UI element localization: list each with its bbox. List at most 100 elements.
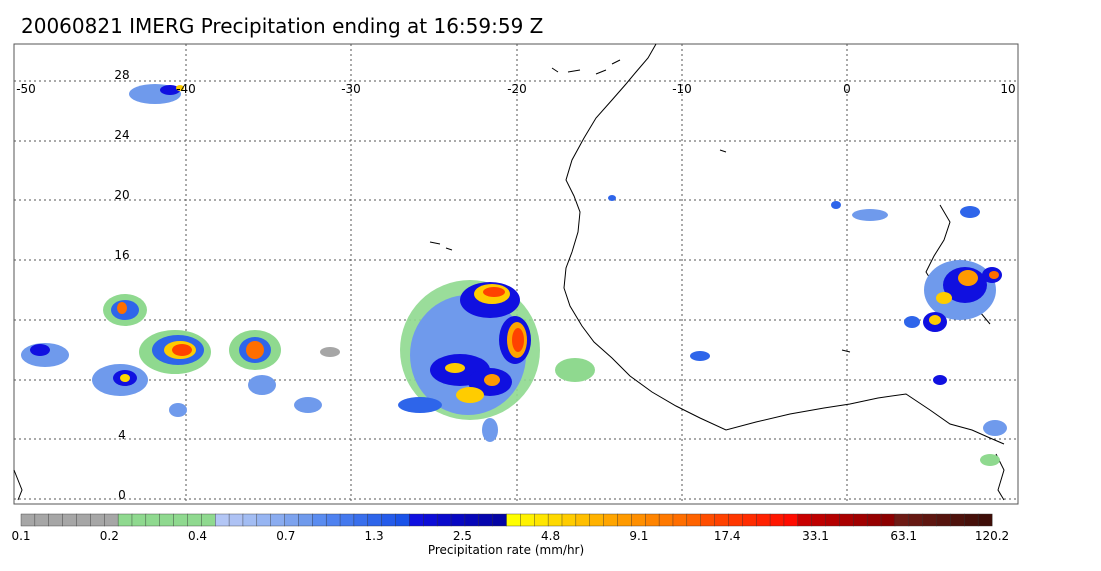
colorbar-swatch (187, 513, 202, 527)
map-title: 20060821 IMERG Precipitation ending at 1… (21, 14, 544, 38)
lat-tick-label: 28 (114, 68, 129, 82)
colorbar-swatch (242, 513, 258, 527)
colorbar-swatch (936, 513, 951, 527)
colorbar-swatch (90, 513, 105, 527)
colorbar-swatch (214, 513, 230, 527)
colorbar-swatch (797, 513, 813, 527)
colorbar-swatch (201, 513, 216, 527)
colorbar-swatch (62, 513, 77, 527)
colorbar-swatch (866, 513, 882, 527)
coastline-west-africa (563, 43, 1005, 445)
lat-tick-label: 4 (118, 428, 126, 442)
colorbar-swatch (645, 513, 660, 527)
precipitation-field (21, 84, 1007, 466)
lat-tick-label: 16 (114, 248, 129, 262)
colorbar-swatch (880, 513, 896, 527)
colorbar-swatch (312, 513, 327, 527)
colorbar-swatch (672, 513, 688, 527)
colorbar-swatch (270, 513, 285, 527)
colorbar-tick-label: 120.2 (975, 529, 1009, 543)
colorbar-swatch (950, 513, 965, 527)
colorbar-swatch (76, 513, 91, 527)
lon-tick-label: -20 (507, 82, 527, 96)
colorbar-swatch (755, 513, 771, 527)
colorbar-swatch (104, 513, 119, 527)
lat-tick-label: 20 (114, 188, 129, 202)
colorbar-swatch (131, 513, 147, 527)
colorbar-swatch (631, 513, 646, 527)
colorbar-tick-label: 2.5 (453, 529, 472, 543)
colorbar-tick-label: 17.4 (714, 529, 741, 543)
colorbar (20, 513, 993, 527)
colorbar-swatch (853, 513, 868, 527)
colorbar-swatch (908, 513, 924, 527)
colorbar-swatch (409, 513, 424, 527)
colorbar-swatch (506, 513, 521, 527)
colorbar-swatch (728, 513, 743, 527)
colorbar-swatch (20, 513, 36, 527)
colorbar-title: Precipitation rate (mm/hr) (428, 543, 584, 557)
colorbar-swatch (256, 513, 272, 527)
colorbar-swatch (839, 513, 854, 527)
colorbar-swatch (658, 513, 674, 527)
colorbar-swatch (977, 513, 993, 527)
colorbar-swatch (534, 513, 549, 527)
colorbar-swatch (811, 513, 826, 527)
colorbar-tick-label: 33.1 (802, 529, 829, 543)
colorbar-swatch (450, 513, 466, 527)
colorbar-swatch (769, 513, 785, 527)
colorbar-swatch (547, 513, 563, 527)
colorbar-swatch (436, 513, 452, 527)
colorbar-tick-label: 0.7 (276, 529, 295, 543)
colorbar-swatch (589, 513, 604, 527)
colorbar-tick-label: 63.1 (890, 529, 917, 543)
colorbar-swatch (298, 513, 313, 527)
lon-tick-label: -30 (341, 82, 361, 96)
colorbar-swatch (325, 513, 341, 527)
colorbar-swatch (922, 513, 937, 527)
lon-tick-label: -40 (176, 82, 196, 96)
colorbar-tick-label: 9.1 (629, 529, 648, 543)
lon-labels: -50 -40 -30 -20 -10 0 10 (16, 82, 1015, 96)
colorbar-swatch (964, 513, 979, 527)
colorbar-swatch (353, 513, 369, 527)
colorbar-swatch (742, 513, 757, 527)
colorbar-tick-label: 4.8 (541, 529, 560, 543)
colorbar-swatch (617, 513, 632, 527)
colorbar-swatch (367, 513, 383, 527)
colorbar-tick-label: 1.3 (365, 529, 384, 543)
colorbar-swatch (714, 513, 729, 527)
colorbar-swatch (478, 513, 494, 527)
lat-labels: 28 24 20 16 4 0 (114, 68, 129, 502)
colorbar-swatch (395, 513, 410, 527)
colorbar-swatch (145, 513, 161, 527)
colorbar-swatch (686, 513, 702, 527)
colorbar-swatch (284, 513, 299, 527)
colorbar-swatch (700, 513, 715, 527)
colorbar-swatch (48, 513, 64, 527)
lat-tick-label: 24 (114, 128, 129, 142)
colorbar-swatch (117, 513, 133, 527)
colorbar-swatch (173, 513, 188, 527)
colorbar-swatch (381, 513, 396, 527)
colorbar-swatch (339, 513, 355, 527)
lon-tick-label: 10 (1000, 82, 1015, 96)
colorbar-tick-label: 0.4 (188, 529, 207, 543)
colorbar-swatch (228, 513, 244, 527)
colorbar-swatch (894, 513, 910, 527)
colorbar-swatch (34, 513, 50, 527)
colorbar-swatch (464, 513, 480, 527)
map-frame (13, 43, 1019, 505)
colorbar-swatch (520, 513, 535, 527)
lon-tick-label: 0 (843, 82, 851, 96)
colorbar-swatch (783, 513, 799, 527)
colorbar-tick-labels: 0.1 0.2 0.4 0.7 1.3 2.5 4.8 9.1 17.4 33.1 63.1 120.… (11, 529, 1009, 543)
colorbar-swatch (603, 513, 618, 527)
colorbar-swatch (492, 513, 507, 527)
coastline-south (13, 453, 1005, 501)
colorbar-swatch (159, 513, 174, 527)
lon-tick-label: -50 (16, 82, 36, 96)
colorbar-swatch (423, 513, 438, 527)
lat-tick-label: 0 (118, 488, 126, 502)
